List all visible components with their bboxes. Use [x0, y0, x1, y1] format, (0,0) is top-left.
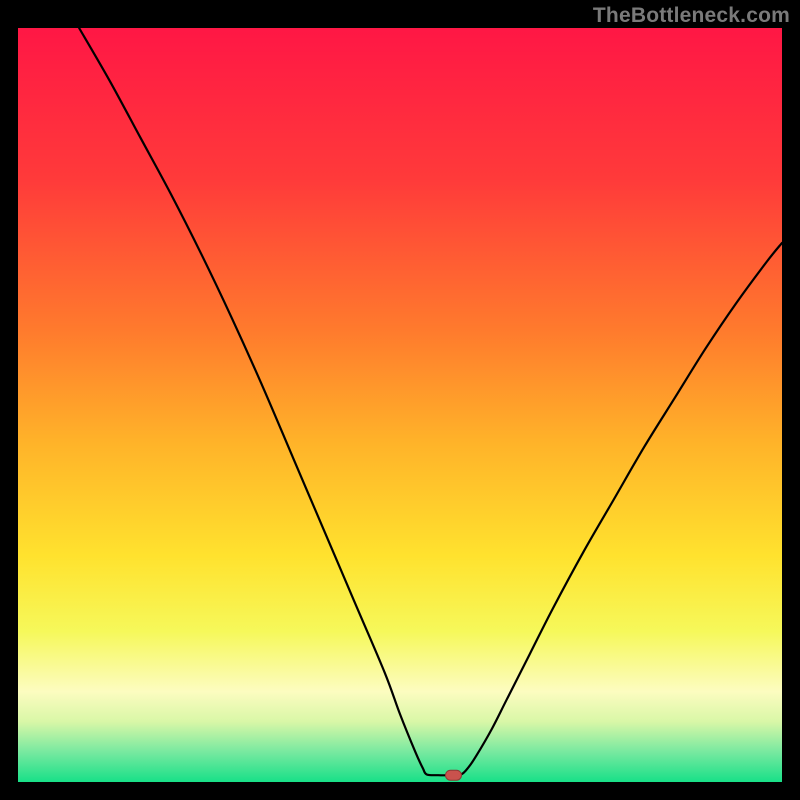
plot-background: [18, 28, 782, 782]
chart-svg: [0, 0, 800, 800]
watermark-text: TheBottleneck.com: [593, 4, 790, 28]
chart-stage: TheBottleneck.com: [0, 0, 800, 800]
optimal-marker: [445, 770, 461, 780]
